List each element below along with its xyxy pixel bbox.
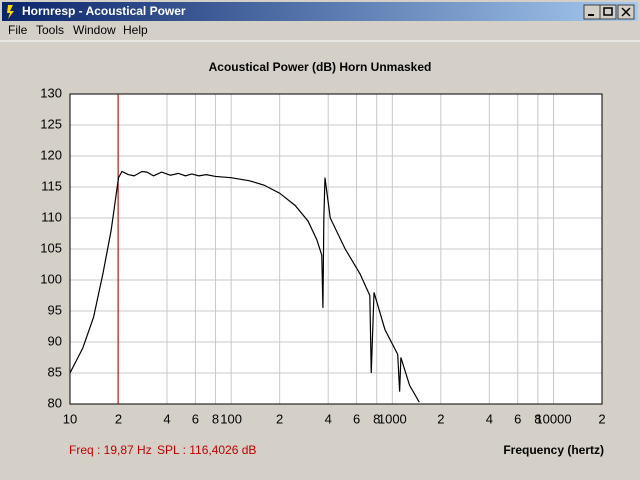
cursor-frequency: Freq : 19,87 Hz: [69, 443, 152, 457]
x-tick-label: 100: [220, 411, 242, 426]
x-tick-label: 10000: [535, 411, 571, 426]
y-tick-label: 120: [40, 147, 62, 162]
close-icon: [621, 7, 631, 17]
y-tick-label: 105: [40, 240, 62, 255]
x-tick-label: 10: [63, 411, 77, 426]
x-tick-label: 2: [598, 411, 605, 426]
minimize-button[interactable]: [583, 4, 601, 20]
maximize-button[interactable]: [599, 4, 617, 20]
menu-item[interactable]: Tools: [36, 23, 64, 37]
y-tick-label: 85: [48, 364, 62, 379]
data-line: [69, 170, 420, 403]
y-tick-label: 125: [40, 116, 62, 131]
plot-border: [69, 93, 603, 405]
x-tick-label: 2: [276, 411, 283, 426]
y-tick-label: 90: [48, 333, 62, 348]
x-tick-label: 8: [373, 411, 380, 426]
x-tick-label: 2: [115, 411, 122, 426]
x-tick-label: 8: [534, 411, 541, 426]
x-tick-label: 8: [212, 411, 219, 426]
x-tick-label: 1000: [378, 411, 407, 426]
y-tick-label: 100: [40, 271, 62, 286]
x-tick-label: 4: [325, 411, 332, 426]
x-tick-label: 6: [514, 411, 521, 426]
x-tick-label: 6: [192, 411, 199, 426]
app-icon: [7, 5, 14, 19]
menu-item[interactable]: Help: [123, 23, 148, 37]
y-tick-label: 130: [40, 85, 62, 100]
x-tick-label: 4: [486, 411, 493, 426]
y-tick-label: 95: [48, 302, 62, 317]
window-title: Hornresp - Acoustical Power: [22, 4, 186, 18]
maximize-icon: [603, 7, 613, 16]
y-tick-label: 110: [41, 209, 62, 224]
menu-item[interactable]: Window: [73, 23, 116, 37]
menu-item[interactable]: File: [8, 23, 28, 37]
chart-title: Acoustical Power (dB) Horn Unmasked: [209, 60, 432, 74]
y-tick-label: 115: [41, 178, 62, 193]
x-tick-label: 4: [163, 411, 170, 426]
x-tick-label: 6: [353, 411, 360, 426]
y-tick-label: 80: [48, 395, 62, 410]
cursor-spl: SPL : 116,4026 dB: [157, 443, 256, 457]
x-axis-label: Frequency (hertz): [503, 443, 604, 457]
title-bar: [2, 2, 638, 21]
window-controls: [583, 4, 635, 20]
x-tick-label: 2: [437, 411, 444, 426]
menu-bar: File Tools Window Help: [8, 23, 148, 37]
